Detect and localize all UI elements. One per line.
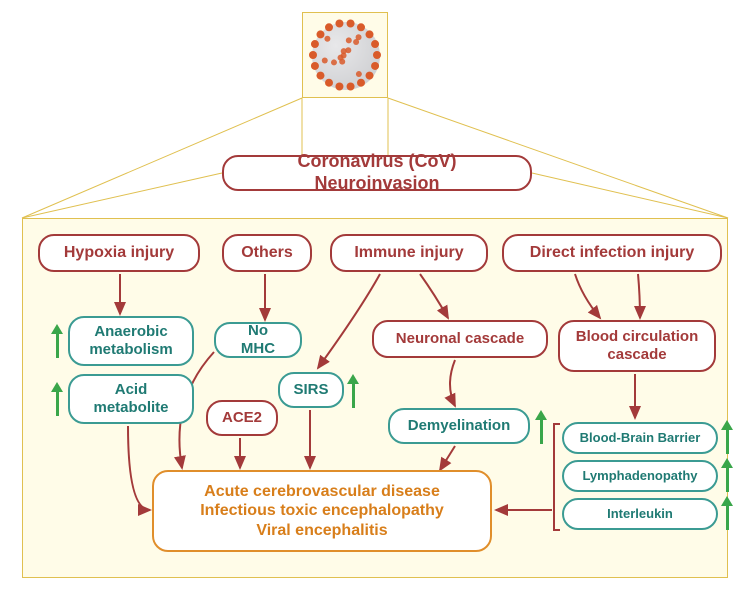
up-arrow-icon bbox=[722, 458, 734, 492]
node-nomhc: No MHC bbox=[214, 322, 302, 358]
up-arrow-icon bbox=[52, 382, 64, 416]
node-bloodcirc: Blood circulation cascade bbox=[558, 320, 716, 372]
node-acid: Acid metabolite bbox=[68, 374, 194, 424]
node-hypoxia: Hypoxia injury bbox=[38, 234, 200, 272]
up-arrow-icon bbox=[536, 410, 548, 444]
up-arrow-icon bbox=[52, 324, 64, 358]
up-arrow-icon bbox=[722, 496, 734, 530]
up-arrow-icon bbox=[722, 420, 734, 454]
diagram-canvas: Coronavirus (CoV) Neuroinvasion Hypoxia … bbox=[0, 0, 749, 598]
outcome-line: Viral encephalitis bbox=[256, 521, 387, 540]
node-lymph: Lymphadenopathy bbox=[562, 460, 718, 492]
node-bbb: Blood-Brain Barrier bbox=[562, 422, 718, 454]
node-outcome: Acute cerebrovascular disease Infectious… bbox=[152, 470, 492, 552]
node-neuronal: Neuronal cascade bbox=[372, 320, 548, 358]
node-ace2: ACE2 bbox=[206, 400, 278, 436]
outcome-line: Infectious toxic encephalopathy bbox=[200, 501, 444, 520]
up-arrow-icon bbox=[348, 374, 360, 408]
node-sirs: SIRS bbox=[278, 372, 344, 408]
outcome-line: Acute cerebrovascular disease bbox=[204, 482, 440, 501]
node-interleukin: Interleukin bbox=[562, 498, 718, 530]
node-others: Others bbox=[222, 234, 312, 272]
node-demyel: Demyelination bbox=[388, 408, 530, 444]
node-anaerobic: Anaerobic metabolism bbox=[68, 316, 194, 366]
node-immune: Immune injury bbox=[330, 234, 488, 272]
title-node: Coronavirus (CoV) Neuroinvasion bbox=[222, 155, 532, 191]
virus-body-icon bbox=[312, 22, 380, 90]
virus-icon-box bbox=[302, 12, 388, 98]
node-direct: Direct infection injury bbox=[502, 234, 722, 272]
